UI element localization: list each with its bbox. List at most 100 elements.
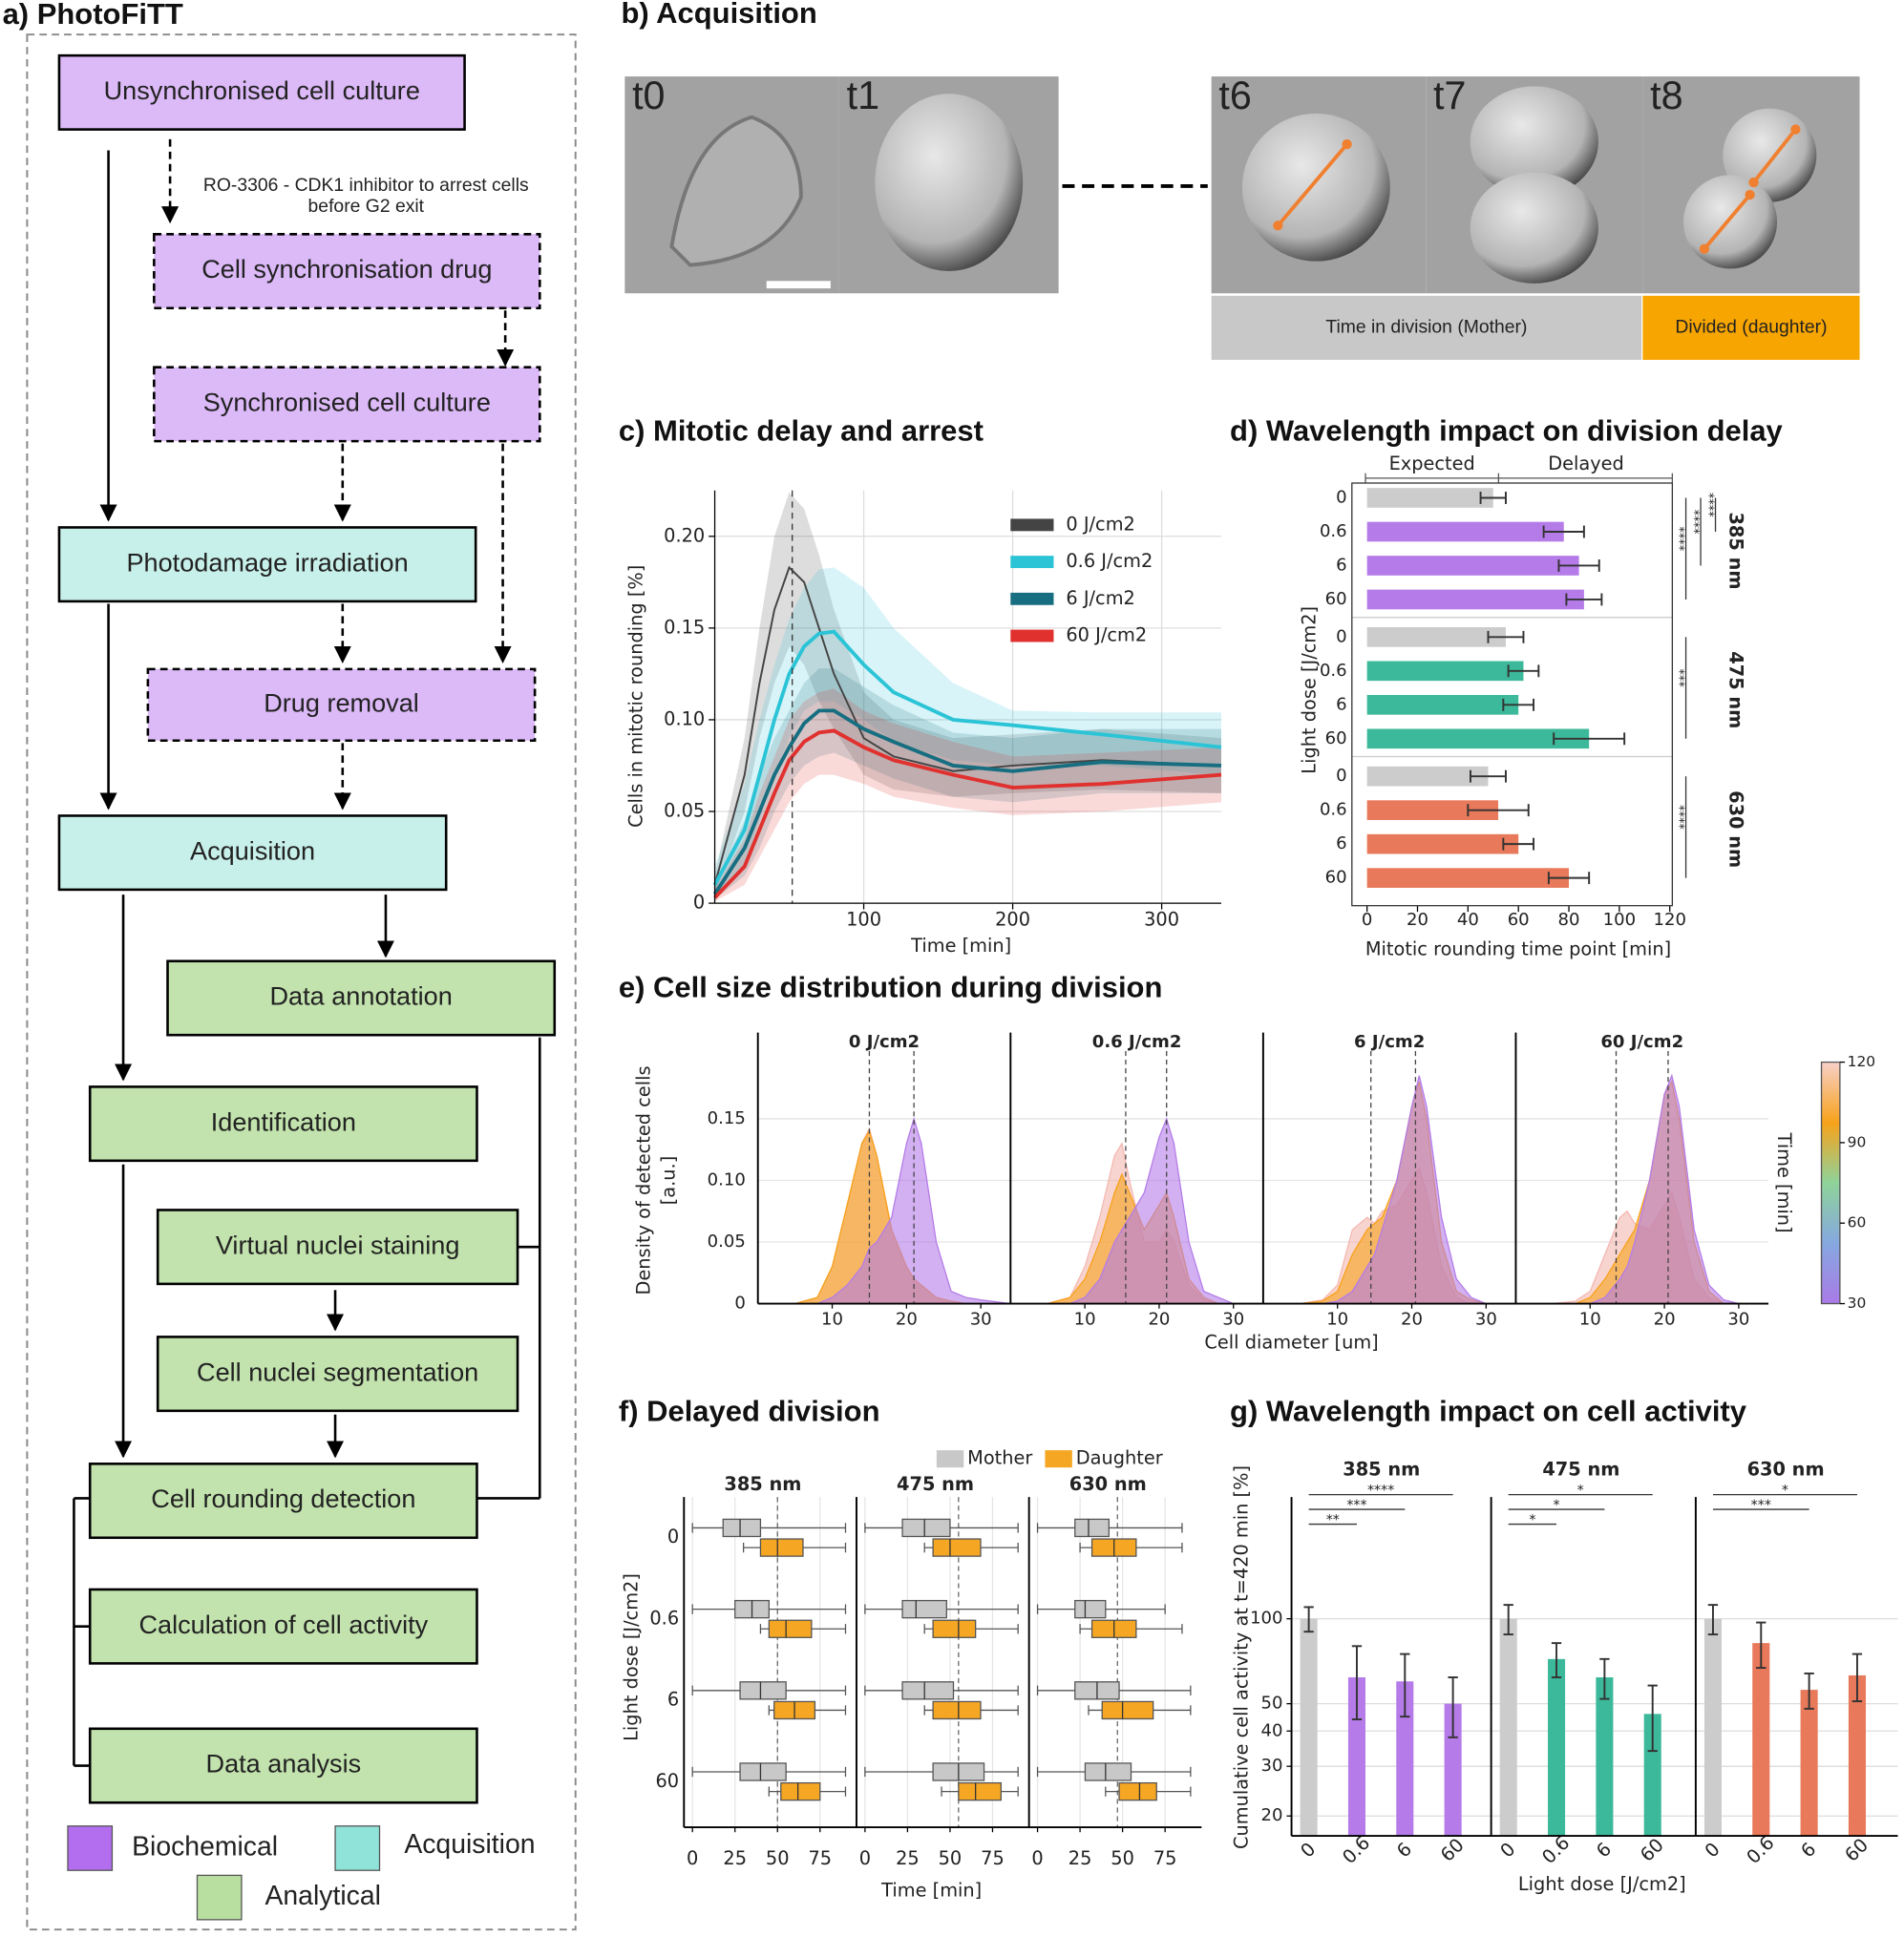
chart-title: c) Mitotic delay and arrest: [619, 413, 984, 447]
y-tick-label: 100: [1250, 1609, 1282, 1629]
panel-title: 475 nm: [897, 1473, 974, 1495]
chart-title: f) Delayed division: [619, 1395, 880, 1428]
x-tick-label: 10: [1326, 1309, 1348, 1329]
colorbar-label: Time [min]: [1773, 1132, 1795, 1233]
flow-node: [57, 53, 466, 131]
bar: [1752, 1643, 1770, 1837]
flow-node-label: Cell nuclei segmentation: [197, 1357, 478, 1386]
box: [1074, 1518, 1111, 1538]
y-axis-label: Cells in mitotic rounding [%]: [625, 565, 647, 828]
legend-swatch: [334, 1825, 381, 1871]
box: [722, 1518, 762, 1538]
panel-title: 60 J/cm2: [1600, 1032, 1683, 1052]
box: [932, 1538, 982, 1557]
x-tick-label: 60: [1840, 1834, 1872, 1866]
x-tick-label: 50: [1111, 1847, 1134, 1869]
phase-label: Time in division (Mother): [1325, 316, 1527, 337]
significance-label: *: [1782, 1484, 1788, 1499]
x-tick-label: 30: [1222, 1309, 1244, 1329]
flow-node: [166, 959, 557, 1037]
bar: [1366, 589, 1584, 610]
x-tick-label: 60: [1436, 1834, 1469, 1866]
bar: [1366, 728, 1590, 749]
flow-node-label: Acquisition: [190, 835, 315, 865]
acquisition-images: [624, 76, 1860, 294]
legend-swatch: [1010, 556, 1054, 569]
y-tick-label: 0: [1336, 487, 1346, 507]
x-tick-label: 50: [766, 1847, 790, 1869]
x-tick-label: 200: [995, 909, 1030, 931]
x-tick-label: 0: [859, 1847, 871, 1869]
y-axis-label: Light dose [J/cm2]: [621, 1573, 643, 1741]
x-axis-label: Mitotic rounding time point [min]: [1365, 938, 1671, 960]
bar: [1347, 1677, 1366, 1837]
y-tick-label: 50: [1261, 1694, 1283, 1714]
chart-title: e) Cell size distribution during divisio…: [619, 971, 1163, 1004]
x-axis-label: Time [min]: [880, 1880, 982, 1902]
phase-label: Divided (daughter): [1675, 316, 1827, 337]
flow-node-label: Photodamage irradiation: [126, 547, 408, 577]
y-tick-label: 60: [1325, 589, 1347, 609]
x-tick-label: 100: [1603, 910, 1636, 930]
x-tick-label: 25: [896, 1847, 920, 1869]
flow-node: [156, 1209, 519, 1286]
x-tick-label: 30: [1475, 1309, 1497, 1329]
x-tick-label: 300: [1144, 909, 1179, 931]
chart-title: d) Wavelength impact on division delay: [1230, 413, 1784, 447]
x-tick-label: 0: [1362, 910, 1372, 930]
x-tick-label: 80: [1558, 910, 1580, 930]
bar: [1300, 1618, 1318, 1837]
y-tick-label: 0.10: [664, 707, 705, 729]
significance-label: ***: [1346, 1498, 1366, 1513]
significance-label: ****: [1671, 805, 1685, 830]
header-label: Delayed: [1548, 453, 1624, 474]
significance-label: ****: [1671, 527, 1685, 552]
flow-node: [88, 1463, 478, 1540]
x-tick-label: 0: [1496, 1838, 1520, 1862]
x-tick-label: 20: [1654, 1309, 1676, 1329]
y-tick-label: 0.6: [1320, 661, 1347, 681]
y-tick-label: 0: [1336, 626, 1346, 646]
x-tick-label: 20: [1148, 1309, 1170, 1329]
band: [714, 492, 1221, 895]
legend-swatch: [1010, 629, 1054, 642]
y-axis-label: Density of detected cells: [632, 1065, 654, 1295]
bar: [1366, 556, 1579, 576]
flow-node-label: Synchronised cell culture: [203, 388, 491, 417]
x-tick-label: 0: [1701, 1838, 1724, 1862]
y-tick-label: 0.05: [664, 800, 705, 822]
x-tick-label: 0.6: [1338, 1832, 1374, 1868]
bar: [1548, 1658, 1566, 1837]
bar: [1499, 1618, 1517, 1837]
legend-label: 0.6 J/cm2: [1066, 550, 1153, 572]
phase-box: [1211, 295, 1642, 360]
panel-title: 630 nm: [1747, 1458, 1825, 1480]
legend-label: 60 J/cm2: [1066, 624, 1147, 646]
density-area: [794, 1116, 1011, 1305]
x-tick-label: 25: [1068, 1847, 1092, 1869]
line: [713, 565, 1222, 886]
colorbar: [1820, 1061, 1841, 1305]
y-tick-label: 0.15: [708, 1108, 746, 1128]
panel-title: 385 nm: [1343, 1458, 1420, 1480]
y-tick-label: 6: [1336, 694, 1346, 714]
band: [714, 567, 1221, 895]
legend-label: Daughter: [1076, 1447, 1163, 1469]
x-tick-label: 10: [821, 1309, 843, 1329]
y-tick-label: 6: [1336, 833, 1346, 853]
y-tick-label: 6: [1336, 555, 1346, 575]
line: [713, 728, 1222, 899]
bar: [1800, 1690, 1818, 1837]
x-tick-label: 30: [1727, 1309, 1749, 1329]
significance-label: *: [1553, 1498, 1559, 1513]
legend-swatch: [1045, 1450, 1072, 1468]
x-tick-label: 6: [1392, 1838, 1416, 1862]
x-tick-label: 60: [1636, 1834, 1668, 1866]
colorbar-tick-label: 90: [1848, 1133, 1867, 1150]
y-tick-label: 0.6: [649, 1607, 679, 1629]
bar: [1643, 1714, 1661, 1837]
x-tick-label: 20: [1407, 910, 1428, 930]
box: [1074, 1599, 1107, 1619]
y-tick-label: 0.05: [708, 1232, 746, 1252]
panel-title: 6 J/cm2: [1354, 1032, 1425, 1052]
